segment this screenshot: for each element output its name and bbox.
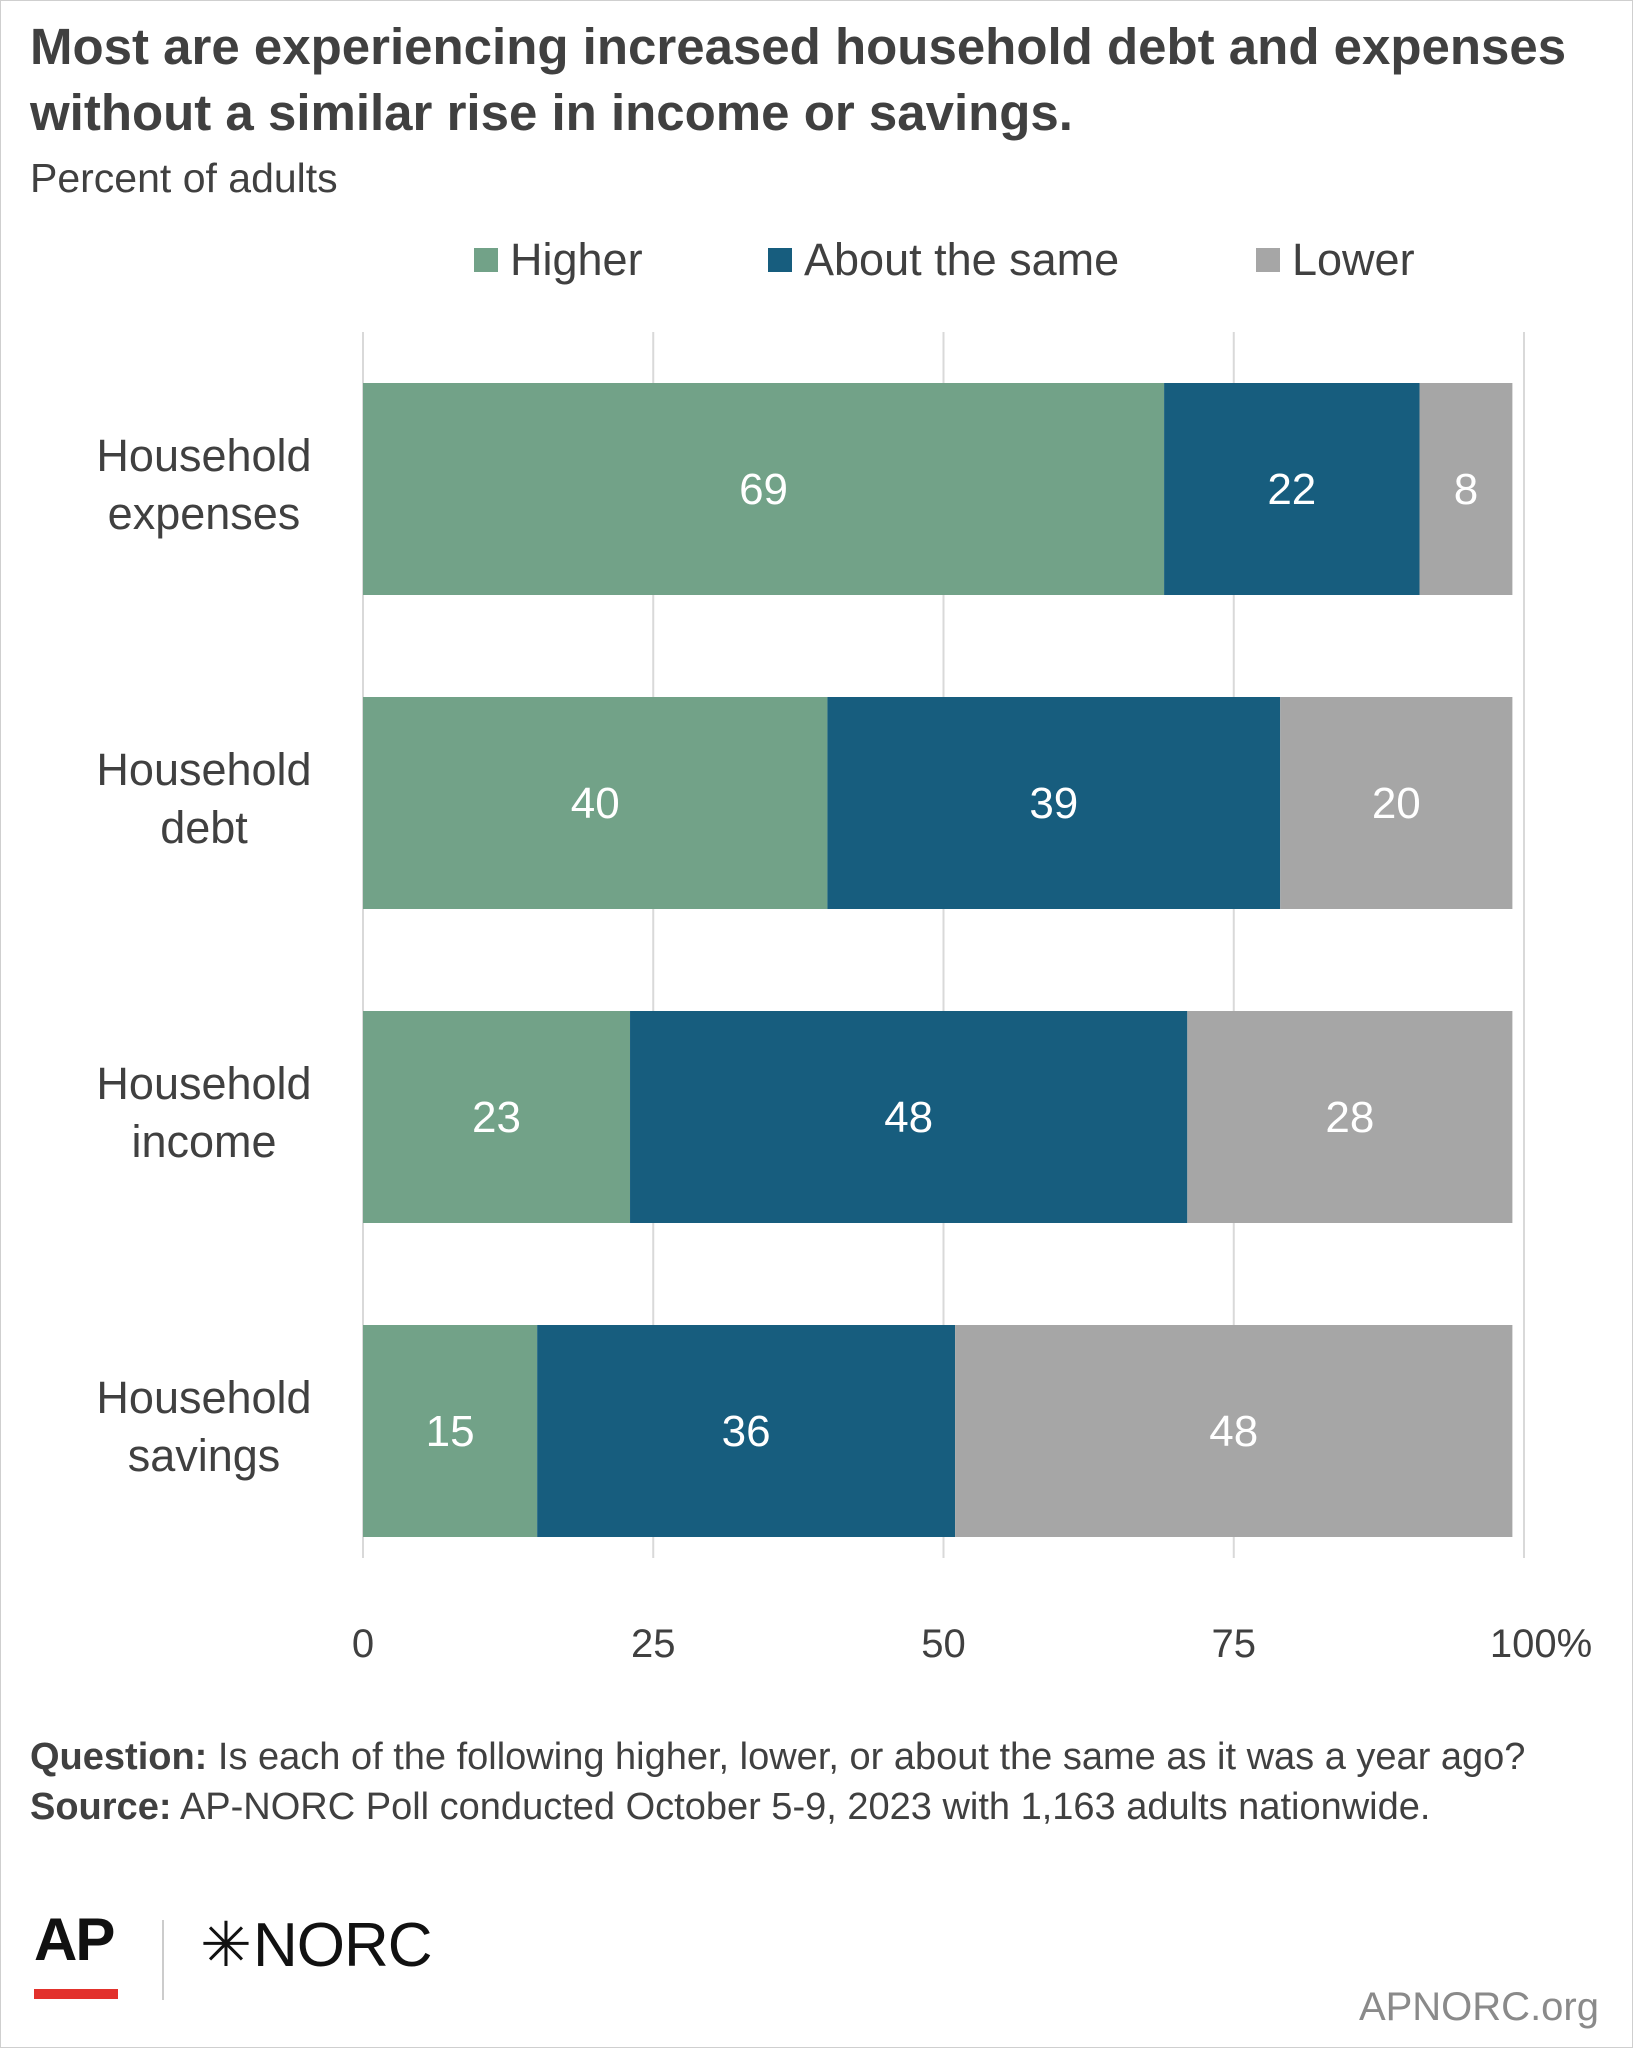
data-label-0-0: 69 [739, 465, 788, 514]
bar-0-2 [1419, 383, 1513, 595]
data-label-1-0: 40 [571, 779, 620, 828]
norc-star-icon: ✳ [200, 1911, 252, 1980]
stacked-bar-chart: 69 22 8 Household expenses 40 39 20 Household deb… [96, 332, 1592, 1666]
data-label-2-2: 28 [1325, 1093, 1374, 1142]
x-tick-label-0: 0 [352, 1622, 374, 1666]
data-label-0-2: 8 [1454, 465, 1478, 514]
site-link[interactable]: APNORC.org [1358, 1985, 1599, 2029]
ap-logo-underline [34, 1989, 118, 1999]
x-tick-label-100: 100% [1490, 1622, 1592, 1666]
legend-swatch-about-the-same [768, 248, 792, 272]
bar-2-1 [630, 1011, 1188, 1223]
category-label-2-line-1: income [131, 1116, 276, 1167]
legend-label-higher: Higher [510, 234, 643, 285]
chart-subtitle: Percent of adults [30, 155, 338, 201]
question-label: Question: [30, 1736, 208, 1778]
data-label-3-0: 15 [426, 1407, 475, 1456]
bar-1-1 [827, 697, 1281, 909]
legend-label-about-the-same: About the same [804, 234, 1120, 285]
data-label-3-2: 48 [1209, 1407, 1258, 1456]
legend-item-lower: Lower [1256, 230, 1415, 290]
x-tick-label-50: 50 [921, 1622, 966, 1666]
bar-2-0 [363, 1011, 631, 1223]
data-label-3-1: 36 [722, 1407, 771, 1456]
legend-label-lower: Lower [1292, 234, 1415, 285]
bar-3-2 [955, 1325, 1513, 1537]
data-label-1-2: 20 [1372, 779, 1421, 828]
bar-1-0 [363, 697, 828, 909]
norc-logo: ✳NORC [200, 1908, 433, 1981]
legend-swatch-lower [1256, 248, 1280, 272]
data-label-0-1: 22 [1267, 465, 1316, 514]
category-label-2-line-0: Household [96, 1058, 311, 1109]
norc-logo-text: NORC [252, 1911, 433, 1980]
question-note: Question: Is each of the following highe… [30, 1732, 1600, 1782]
ap-logo: AP [34, 1906, 115, 1973]
chart-notes: Question: Is each of the following highe… [30, 1732, 1600, 1832]
x-tick-label-75: 75 [1212, 1622, 1257, 1666]
data-label-1-1: 39 [1029, 779, 1078, 828]
category-label-0-line-0: Household [96, 430, 311, 481]
category-label-0-line-1: expenses [108, 488, 301, 539]
bar-3-1 [537, 1325, 956, 1537]
bar-0-0 [363, 383, 1165, 595]
legend-item-about-the-same: About the same [768, 230, 1119, 290]
data-label-2-0: 23 [472, 1093, 521, 1142]
source-note: Source: AP-NORC Poll conducted October 5… [30, 1782, 1600, 1832]
source-text: AP-NORC Poll conducted October 5-9, 2023… [179, 1786, 1431, 1828]
bar-1-2 [1280, 697, 1513, 909]
legend: Higher About the same Lower [0, 230, 1633, 290]
category-label-3-line-1: savings [128, 1430, 281, 1481]
bar-3-0 [363, 1325, 538, 1537]
legend-item-higher: Higher [474, 230, 643, 290]
category-label-3-line-0: Household [96, 1372, 311, 1423]
logo-divider [162, 1920, 164, 2000]
legend-swatch-higher [474, 248, 498, 272]
category-label-1-line-0: Household [96, 744, 311, 795]
bar-0-1 [1164, 383, 1420, 595]
chart-title: Most are experiencing increased househol… [30, 18, 1567, 141]
bar-2-2 [1187, 1011, 1513, 1223]
question-text: Is each of the following higher, lower, … [217, 1736, 1526, 1778]
category-label-1-line-1: debt [160, 802, 248, 853]
x-tick-label-25: 25 [631, 1622, 676, 1666]
source-label: Source: [30, 1786, 172, 1828]
data-label-2-1: 48 [884, 1093, 933, 1142]
